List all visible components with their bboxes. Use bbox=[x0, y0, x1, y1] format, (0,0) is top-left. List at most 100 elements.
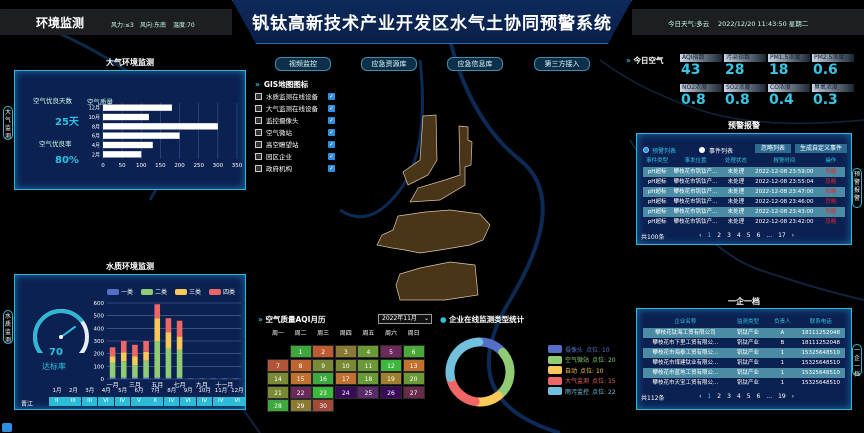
video-monitor-button[interactable]: 视频监控 bbox=[275, 57, 331, 71]
prev-page-button[interactable]: ‹ bbox=[699, 232, 702, 239]
page-button[interactable]: 5 bbox=[746, 393, 751, 400]
calendar-day-21[interactable]: 21 bbox=[267, 385, 289, 399]
calendar-day-16[interactable]: 16 bbox=[312, 372, 335, 385]
page-button[interactable]: 5 bbox=[746, 232, 751, 239]
page-button[interactable]: 4 bbox=[736, 232, 741, 239]
checkbox-checked-icon[interactable]: ✓ bbox=[328, 104, 335, 112]
enterprise-side-tab[interactable]: 一企一档 bbox=[852, 344, 862, 378]
gis-layer-item[interactable]: 高空瞭望站 ✓ bbox=[255, 138, 335, 150]
page-button[interactable]: 17 bbox=[778, 232, 786, 239]
calendar-day-6[interactable]: 6 bbox=[402, 345, 425, 358]
checkbox-checked-icon[interactable]: ✓ bbox=[328, 140, 335, 148]
calendar-day-22[interactable]: 22 bbox=[289, 385, 312, 399]
page-button[interactable]: 1 bbox=[707, 232, 712, 239]
bar-三月-一类 bbox=[132, 377, 138, 379]
calendar-day-24[interactable]: 24 bbox=[334, 385, 357, 399]
page-button[interactable]: 19 bbox=[778, 393, 786, 400]
calendar-day-5[interactable]: 5 bbox=[380, 345, 402, 358]
gis-layer-item[interactable]: 监控摄像头 ✓ bbox=[255, 114, 335, 126]
ignore-action[interactable]: 忽略 bbox=[825, 209, 837, 215]
calendar-day-20[interactable]: 20 bbox=[402, 372, 425, 385]
calendar-day-9[interactable]: 9 bbox=[312, 358, 335, 372]
next-page-button[interactable]: › bbox=[791, 232, 795, 239]
calendar-day-11[interactable]: 11 bbox=[357, 358, 380, 372]
radio-alarm-list[interactable] bbox=[643, 147, 649, 153]
checkbox-checked-icon[interactable]: ✓ bbox=[328, 128, 335, 136]
calendar-day-1[interactable]: 1 bbox=[289, 345, 312, 358]
third-party-button[interactable]: 第三方接入 bbox=[534, 57, 590, 71]
air-side-tab[interactable]: 大气监测 bbox=[3, 106, 13, 140]
table-row[interactable]: 攀枝花市煤建钛业有限公... 钒钛产业 1 15325648510 bbox=[643, 358, 845, 368]
table-row[interactable]: 攀枝花市蓝地工贸有限公... 钒钛产业 1 15325648510 bbox=[643, 368, 845, 378]
emergency-resource-button[interactable]: 应急资源库 bbox=[361, 57, 417, 71]
calendar-day-30[interactable]: 30 bbox=[312, 399, 335, 412]
page-button[interactable]: 6 bbox=[756, 393, 761, 400]
calendar-day-26[interactable]: 26 bbox=[380, 385, 402, 399]
table-row[interactable]: pH超标 攀枝花市钒钛产... 未处理 2022-12-08 23:47:00 忽略 bbox=[643, 187, 845, 197]
calendar-day-15[interactable]: 15 bbox=[289, 372, 312, 385]
ignore-action[interactable]: 忽略 bbox=[825, 199, 837, 205]
calendar-day-10[interactable]: 10 bbox=[334, 358, 357, 372]
radio-event-list[interactable] bbox=[699, 147, 705, 153]
calendar-day-28[interactable]: 28 bbox=[267, 399, 289, 412]
gis-layer-item[interactable]: 空气微站 ✓ bbox=[255, 126, 335, 138]
gis-layer-item[interactable]: 园区企业 ✓ bbox=[255, 150, 335, 162]
calendar-day-7[interactable]: 7 bbox=[267, 358, 289, 372]
calendar-day-18[interactable]: 18 bbox=[357, 372, 380, 385]
calendar-day-13[interactable]: 13 bbox=[402, 358, 425, 372]
table-row[interactable]: 攀枝花市下里工贸有限公... 钒钛产业 B 18111252048 bbox=[643, 338, 845, 348]
calendar-day-29[interactable]: 29 bbox=[289, 399, 312, 412]
gis-layer-item[interactable]: 政府机构 ✓ bbox=[255, 162, 335, 174]
table-row[interactable]: pH超标 攀枝花市钒钛产... 未处理 2022-12-08 23:55:04 忽略 bbox=[643, 177, 845, 187]
ignore-list-button[interactable]: 忽略列表 bbox=[755, 144, 791, 153]
calendar-day-17[interactable]: 17 bbox=[334, 372, 357, 385]
page-button[interactable]: 3 bbox=[727, 393, 731, 400]
page-button[interactable]: 4 bbox=[736, 393, 741, 400]
page-button[interactable]: 3 bbox=[727, 232, 731, 239]
prev-page-button[interactable]: ‹ bbox=[699, 393, 702, 400]
calendar-day-27[interactable]: 27 bbox=[402, 385, 425, 399]
checkbox-checked-icon[interactable]: ✓ bbox=[328, 116, 335, 124]
calendar-day-2[interactable]: 2 bbox=[312, 345, 335, 358]
alarm-side-tab[interactable]: 预警报警 bbox=[852, 168, 862, 208]
checkbox-checked-icon[interactable]: ✓ bbox=[328, 164, 335, 172]
ignore-action[interactable]: 忽略 bbox=[825, 169, 837, 175]
bar-五月-二类 bbox=[154, 341, 161, 378]
page-button[interactable]: ... bbox=[766, 393, 773, 400]
table-row[interactable]: pH超标 攀枝花市钒钛产... 未处理 2022-12-08 23:46:00 忽略 bbox=[643, 197, 845, 207]
calendar-day-19[interactable]: 19 bbox=[380, 372, 402, 385]
checkbox-checked-icon[interactable]: ✓ bbox=[328, 152, 335, 160]
page-button[interactable]: 6 bbox=[756, 232, 761, 239]
next-page-button[interactable]: › bbox=[791, 393, 795, 400]
page-button[interactable]: 2 bbox=[717, 393, 722, 400]
gis-layer-item[interactable]: 水质监测在线设备 ✓ bbox=[255, 90, 335, 102]
table-row[interactable]: 攀枝花市海泰工贸有限公... 钒钛产业 1 15325648510 bbox=[643, 348, 845, 358]
calendar-day-23[interactable]: 23 bbox=[312, 385, 335, 399]
checkbox-checked-icon[interactable]: ✓ bbox=[328, 92, 335, 100]
calendar-day-8[interactable]: 8 bbox=[289, 358, 312, 372]
month-select[interactable]: 2022年11月 ⌄ bbox=[378, 314, 432, 324]
ignore-action[interactable]: 忽略 bbox=[825, 219, 837, 225]
calendar-day-14[interactable]: 14 bbox=[267, 372, 289, 385]
gis-layer-item[interactable]: 大气监测在线设备 ✓ bbox=[255, 102, 335, 114]
wind-force: 风力:≤3 bbox=[111, 22, 134, 29]
calendar-day-3[interactable]: 3 bbox=[334, 345, 357, 358]
table-row[interactable]: pH超标 攀枝花市钒钛产... 未处理 2022-12-08 23:43:00 忽略 bbox=[643, 207, 845, 217]
table-row[interactable]: 攀枝花市天宝工贸有限公... 钒钛产业 1 15325648510 bbox=[643, 378, 845, 388]
ignore-action[interactable]: 忽略 bbox=[825, 189, 837, 195]
create-event-button[interactable]: 生成自定义事件 bbox=[795, 144, 847, 153]
table-row[interactable]: 攀枝花钛海工贸有限公司 钒钛产业 A 18111252048 bbox=[643, 328, 845, 338]
water-side-tab[interactable]: 水质监测 bbox=[3, 310, 13, 344]
emergency-info-button[interactable]: 应急信息库 bbox=[447, 57, 503, 71]
table-row[interactable]: pH超标 攀枝花市钒钛产... 未处理 2022-12-08 23:59:00 忽略 bbox=[643, 167, 845, 177]
corner-app-icon[interactable] bbox=[2, 423, 12, 432]
calendar-day-25[interactable]: 25 bbox=[357, 385, 380, 399]
ignore-action[interactable]: 忽略 bbox=[825, 179, 837, 185]
table-row[interactable]: pH超标 攀枝花市钒钛产... 未处理 2022-12-08 23:42:00 忽略 bbox=[643, 217, 845, 227]
calendar-day-4[interactable]: 4 bbox=[357, 345, 380, 358]
calendar-day-12[interactable]: 12 bbox=[380, 358, 402, 372]
page-button[interactable]: ... bbox=[766, 232, 773, 239]
page-button[interactable]: 2 bbox=[717, 232, 722, 239]
page-button[interactable]: 1 bbox=[707, 393, 712, 400]
